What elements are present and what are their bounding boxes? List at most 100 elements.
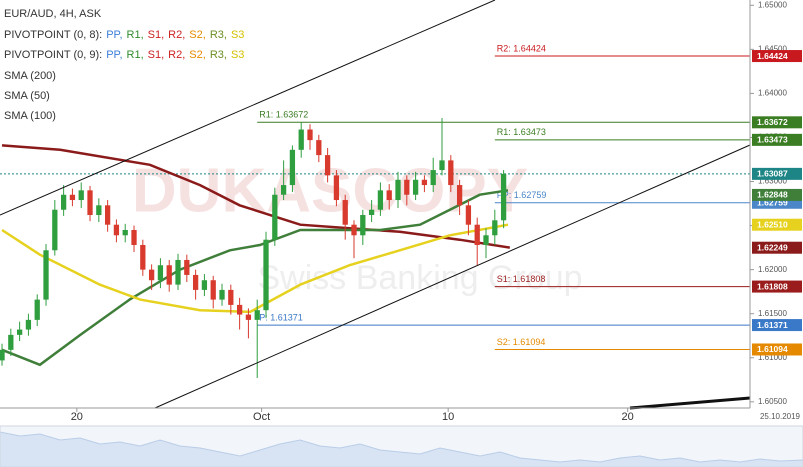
candle-body [395, 179, 401, 201]
legend-pivot-item: R3, [210, 49, 227, 61]
legend-pivot-item: S3 [231, 29, 244, 41]
y-tick-label: 1.62000 [758, 265, 787, 274]
candle-body [474, 224, 480, 245]
candle-body [404, 179, 410, 195]
legend-pivot-item: R1, [127, 49, 144, 61]
legend-pivot-item: S1, [148, 29, 165, 41]
candle-body [351, 224, 357, 236]
candle-body [60, 194, 67, 210]
legend-pivot-item: S1, [148, 49, 165, 61]
candle-body [368, 209, 375, 216]
current-box-label: 1.63087 [757, 169, 788, 179]
candle-body [16, 329, 23, 335]
level-box-label: 1.62759 [757, 198, 788, 208]
level-box [752, 343, 802, 356]
candle-body [122, 229, 128, 236]
candle-body [25, 319, 32, 330]
sma-box-label: 1.62249 [757, 242, 788, 252]
x-tick-label: Oct [253, 411, 270, 423]
legend-header: EUR/AUD, 4H, ASK [4, 8, 102, 20]
candle-body [0, 349, 5, 361]
legend-sma: SMA (50) [4, 90, 50, 102]
candle-body [324, 155, 331, 176]
legend-sma: SMA (100) [4, 110, 56, 122]
candle-body [448, 160, 454, 186]
x-tick-label: 10 [442, 411, 454, 423]
level-box-label: 1.61371 [757, 320, 788, 330]
sma-line [1, 223, 509, 314]
legend-pivot-item: S2, [189, 29, 206, 41]
candle-body [228, 289, 234, 305]
candle-body [456, 185, 463, 206]
navigator-area [0, 431, 803, 467]
candle-body [219, 289, 225, 300]
y-tick-label: 1.61000 [758, 353, 787, 362]
candle-body [412, 179, 419, 195]
legend-pivot-item: PP, [106, 29, 122, 41]
candle-body [236, 304, 243, 315]
candle-body [8, 334, 14, 350]
candle-body [140, 244, 146, 270]
level-box-label: 1.63473 [757, 135, 788, 145]
candle-body [263, 239, 269, 311]
candle-body [192, 274, 199, 290]
pivot-label: S2: 1.61094 [497, 337, 546, 347]
level-box [752, 280, 802, 293]
candle-body [43, 250, 49, 300]
channel-upper [0, 0, 496, 216]
candle-body [87, 190, 93, 216]
level-box [752, 50, 802, 63]
candle-body [254, 310, 260, 320]
candle-body [184, 259, 190, 275]
candle-body [500, 173, 507, 221]
candle-body [421, 179, 428, 186]
candle-body [430, 170, 436, 186]
level-box-label: 1.64424 [757, 51, 788, 61]
sma-line [1, 144, 510, 249]
candle-body [289, 149, 296, 186]
pivot-label: R1: 1.63473 [497, 127, 546, 137]
candle-body [131, 229, 137, 245]
level-box [752, 116, 802, 129]
level-box-label: 1.63672 [757, 117, 788, 127]
trend-line [629, 396, 751, 410]
legend-pivot-item: S3 [231, 49, 244, 61]
y-tick-label: 1.60500 [758, 397, 787, 406]
legend-pivot: PIVOTPOINT (0, 8): PP, R1, S1, R2, S2, R3, S3 [4, 29, 244, 41]
current-box [752, 167, 802, 180]
candle-body [272, 194, 278, 240]
candle-body [492, 220, 498, 236]
candle-body [439, 160, 445, 171]
candle-body [157, 265, 164, 281]
legend-pivot-item: R1, [127, 29, 144, 41]
y-tick-label: 1.64000 [758, 89, 787, 98]
y-tick-label: 1.61500 [758, 309, 787, 318]
candle-body [483, 235, 489, 245]
level-box-label: 1.61094 [757, 344, 788, 354]
legend-pivot: PIVOTPOINT (0, 9): PP, R1, S1, R2, S2, R3, S3 [4, 49, 244, 61]
candle-body [69, 194, 76, 201]
date-label: 25.10.2019 [760, 412, 801, 421]
candle-body [148, 269, 155, 281]
channel-lower [154, 144, 751, 409]
candle-body [342, 200, 348, 225]
candle-body [96, 205, 102, 216]
candle-body [104, 205, 111, 225]
candle-body [280, 185, 287, 195]
candle-body [377, 190, 384, 210]
pivot-label: R1: 1.63672 [259, 110, 308, 120]
candle-body [166, 265, 172, 285]
legend-pivot-item: R3, [210, 29, 227, 41]
sma-box-label: 1.62848 [757, 190, 788, 200]
sma-box [752, 188, 802, 201]
pivot-label: PP: 1.62759 [497, 190, 547, 200]
candle-body [210, 280, 216, 300]
sma-box [752, 241, 802, 254]
candle-body [298, 129, 304, 150]
legend-pivot-item: PP, [106, 49, 122, 61]
legend-pivot-item: R2, [168, 49, 185, 61]
level-box-label: 1.61808 [757, 281, 788, 291]
pivot-label: P: 1.61371 [259, 312, 303, 322]
